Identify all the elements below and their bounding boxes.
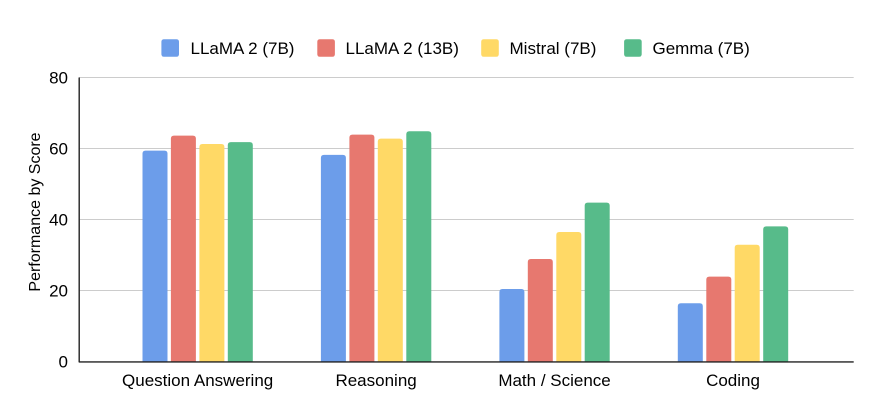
svg-text:80: 80 bbox=[49, 69, 68, 88]
svg-text:LLaMA 2 (13B): LLaMA 2 (13B) bbox=[346, 39, 459, 58]
svg-text:Reasoning: Reasoning bbox=[335, 371, 416, 390]
svg-text:60: 60 bbox=[49, 140, 68, 159]
svg-text:Coding: Coding bbox=[706, 371, 760, 390]
svg-text:40: 40 bbox=[49, 211, 68, 230]
svg-text:0: 0 bbox=[59, 353, 68, 372]
svg-text:Mistral (7B): Mistral (7B) bbox=[510, 39, 597, 58]
svg-text:LLaMA 2 (7B): LLaMA 2 (7B) bbox=[191, 39, 295, 58]
svg-text:20: 20 bbox=[49, 282, 68, 301]
svg-text:Math / Science: Math / Science bbox=[498, 371, 610, 390]
svg-text:Performance by Score: Performance by Score bbox=[27, 132, 44, 291]
svg-text:Question Answering: Question Answering bbox=[122, 371, 273, 390]
svg-text:Gemma (7B): Gemma (7B) bbox=[653, 39, 750, 58]
